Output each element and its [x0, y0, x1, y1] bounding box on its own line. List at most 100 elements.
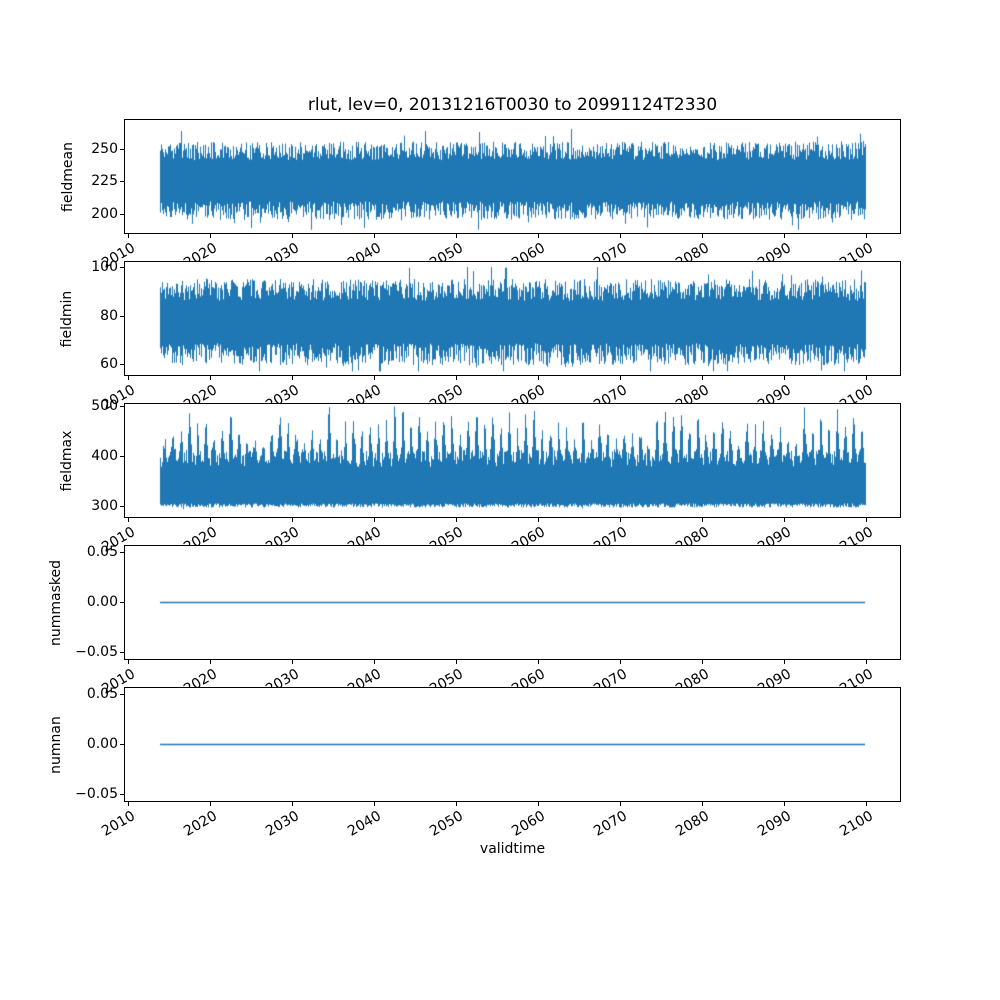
- x-tick: [210, 518, 211, 522]
- x-tick: [538, 518, 539, 522]
- y-tick-label: 200: [91, 206, 118, 223]
- x-tick-label: 2020: [180, 808, 220, 840]
- x-tick: [456, 376, 457, 380]
- x-tick: [456, 234, 457, 238]
- y-tick: [120, 456, 124, 457]
- x-tick-label: 2080: [672, 808, 712, 840]
- y-tick: [120, 181, 124, 182]
- x-tick: [292, 802, 293, 806]
- x-tick-label: 2090: [754, 808, 794, 840]
- y-tick-label: −0.05: [75, 785, 118, 802]
- y-tick-label: 0.00: [86, 593, 118, 610]
- y-tick: [120, 694, 124, 695]
- x-tick: [538, 234, 539, 238]
- x-tick: [702, 802, 703, 806]
- y-tick-label: 80: [100, 307, 118, 324]
- x-tick: [292, 660, 293, 664]
- y-axis-title: fieldmax: [59, 430, 75, 491]
- x-tick-label: 2070: [590, 808, 630, 840]
- y-tick-label: 0.05: [86, 543, 118, 560]
- x-tick: [538, 660, 539, 664]
- y-tick-label: 0.00: [86, 735, 118, 752]
- x-tick: [866, 518, 867, 522]
- x-tick: [702, 660, 703, 664]
- x-tick: [292, 518, 293, 522]
- y-axis-title: numnan: [48, 715, 64, 774]
- y-axis-title: fieldmean: [60, 141, 76, 212]
- y-tick: [120, 214, 124, 215]
- x-tick: [784, 234, 785, 238]
- x-tick: [784, 802, 785, 806]
- y-tick-label: 225: [91, 173, 118, 190]
- y-tick: [120, 506, 124, 507]
- x-tick: [128, 518, 129, 522]
- y-tick-label: 250: [91, 140, 118, 157]
- x-tick: [374, 234, 375, 238]
- x-tick: [128, 234, 129, 238]
- x-tick: [210, 802, 211, 806]
- series-line-canvas: [125, 546, 900, 659]
- y-tick-label: 300: [91, 498, 118, 514]
- x-tick-label: 2050: [426, 808, 466, 840]
- x-tick: [784, 660, 785, 664]
- x-tick: [210, 376, 211, 380]
- x-tick: [784, 376, 785, 380]
- y-axis-title: fieldmin: [59, 290, 75, 347]
- y-tick: [120, 406, 124, 407]
- series-line-canvas: [125, 404, 900, 517]
- x-tick: [210, 660, 211, 664]
- x-tick: [128, 802, 129, 806]
- x-tick: [292, 376, 293, 380]
- y-tick: [120, 149, 124, 150]
- y-tick: [120, 267, 124, 268]
- y-axis-title: nummasked: [48, 559, 64, 646]
- x-tick: [538, 802, 539, 806]
- x-tick: [210, 234, 211, 238]
- x-tick: [620, 376, 621, 380]
- x-tick: [538, 376, 539, 380]
- x-tick-label: 2100: [836, 808, 876, 840]
- x-tick: [374, 660, 375, 664]
- x-axis-label: validtime: [479, 841, 546, 857]
- x-tick: [620, 802, 621, 806]
- y-tick: [120, 744, 124, 745]
- y-tick: [120, 552, 124, 553]
- x-tick: [456, 802, 457, 806]
- x-tick: [128, 660, 129, 664]
- x-tick: [702, 376, 703, 380]
- y-tick-label: −0.05: [75, 643, 118, 660]
- figure-title: rlut, lev=0, 20131216T0030 to 20991124T2…: [307, 95, 718, 115]
- x-tick: [702, 234, 703, 238]
- x-tick: [374, 518, 375, 522]
- x-tick: [702, 518, 703, 522]
- y-tick-label: 400: [91, 448, 118, 464]
- y-tick: [120, 602, 124, 603]
- series-line-canvas: [125, 120, 900, 233]
- x-tick: [866, 660, 867, 664]
- x-tick: [866, 376, 867, 380]
- series-line-canvas: [125, 688, 900, 801]
- x-tick: [374, 376, 375, 380]
- x-tick: [292, 234, 293, 238]
- x-tick-label: 2060: [508, 808, 548, 840]
- y-tick-label: 60: [100, 356, 118, 373]
- y-tick-label: 500: [91, 398, 118, 414]
- y-tick: [120, 794, 124, 795]
- series-line-canvas: [125, 262, 900, 375]
- y-tick: [120, 364, 124, 365]
- x-tick: [456, 660, 457, 664]
- x-tick: [374, 802, 375, 806]
- x-tick-label: 2040: [344, 808, 384, 840]
- y-tick-label: 100: [91, 259, 118, 276]
- x-tick: [784, 518, 785, 522]
- x-tick-label: 2030: [262, 808, 302, 840]
- y-tick-label: 0.05: [86, 685, 118, 702]
- x-tick: [620, 234, 621, 238]
- x-tick-label: 2010: [98, 808, 138, 840]
- x-tick: [128, 376, 129, 380]
- y-tick: [120, 652, 124, 653]
- y-tick: [120, 316, 124, 317]
- x-tick: [620, 518, 621, 522]
- x-tick: [620, 660, 621, 664]
